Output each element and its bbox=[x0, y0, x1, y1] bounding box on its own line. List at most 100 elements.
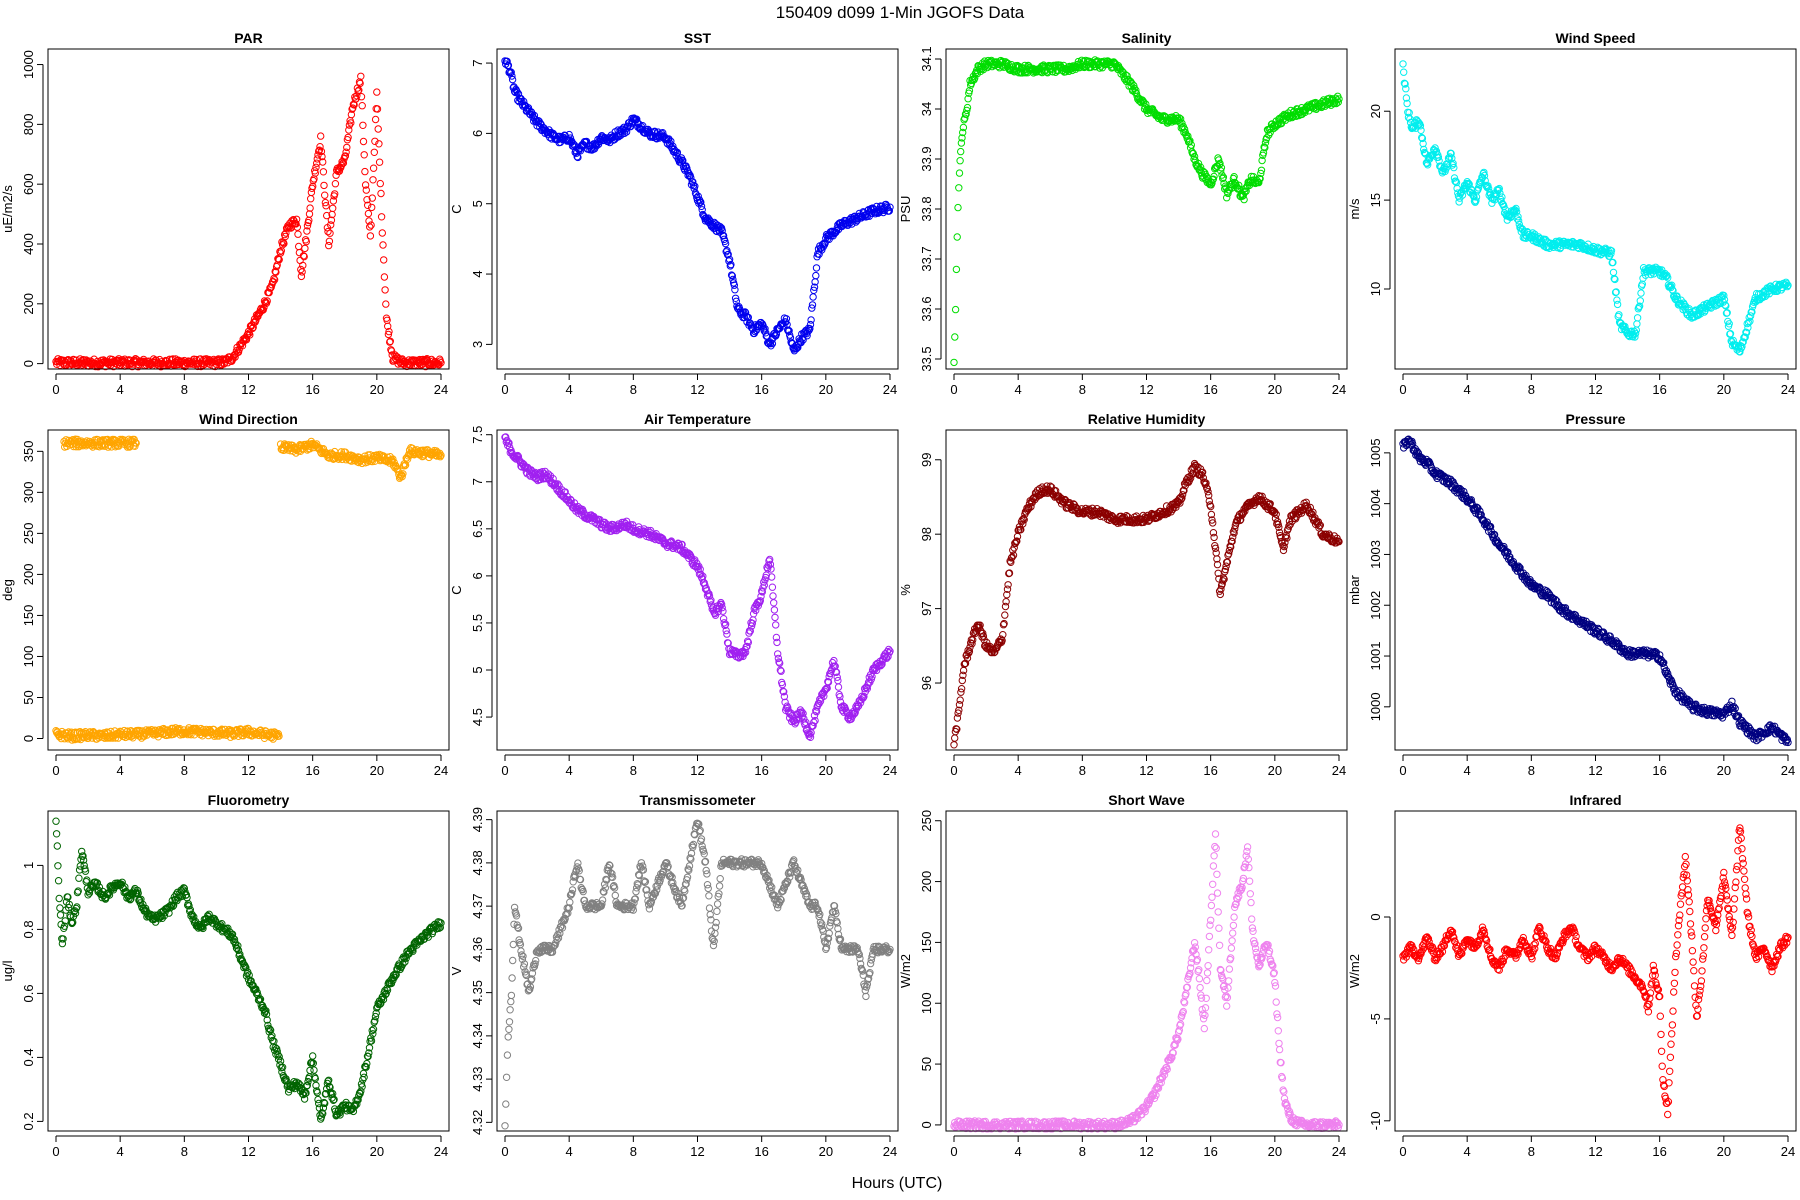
data-point bbox=[344, 133, 352, 142]
data-point bbox=[1722, 302, 1730, 310]
data-point bbox=[1611, 275, 1619, 284]
data-point bbox=[806, 325, 814, 333]
data-point bbox=[1723, 309, 1731, 317]
x-tick-label: 24 bbox=[1781, 763, 1795, 778]
x-tick-label: 24 bbox=[434, 763, 448, 778]
data-point bbox=[1235, 181, 1243, 190]
data-point bbox=[728, 272, 736, 280]
y-tick-label: 7 bbox=[470, 478, 485, 485]
data-point bbox=[132, 439, 140, 447]
panel-title: SST bbox=[684, 30, 712, 46]
data-point bbox=[1416, 122, 1425, 130]
data-point bbox=[1190, 152, 1199, 161]
data-point bbox=[807, 316, 815, 324]
data-point bbox=[358, 102, 366, 110]
data-point bbox=[685, 172, 694, 180]
data-point bbox=[1186, 137, 1194, 145]
data-point bbox=[761, 325, 769, 333]
x-tick-label: 16 bbox=[1203, 763, 1217, 778]
data-point bbox=[437, 451, 445, 460]
data-point bbox=[1613, 300, 1622, 309]
data-point bbox=[1480, 171, 1489, 180]
x-tick-label: 0 bbox=[52, 763, 59, 778]
data-point bbox=[292, 220, 300, 228]
y-tick-label: 20 bbox=[1368, 104, 1383, 118]
data-point bbox=[1748, 308, 1756, 316]
data-point bbox=[364, 201, 372, 210]
data-point bbox=[299, 261, 307, 270]
data-point bbox=[375, 140, 383, 148]
x-tick-label: 12 bbox=[1588, 382, 1602, 397]
data-point bbox=[731, 286, 739, 294]
data-point bbox=[355, 86, 363, 94]
x-tick-label: 4 bbox=[117, 382, 124, 397]
data-point bbox=[1758, 293, 1766, 301]
data-point bbox=[293, 223, 301, 231]
data-point bbox=[513, 88, 521, 96]
data-point bbox=[376, 179, 384, 188]
x-tick-label: 0 bbox=[1399, 763, 1406, 778]
data-point bbox=[1401, 80, 1409, 88]
data-point bbox=[292, 215, 301, 224]
y-tick-label: 350 bbox=[21, 440, 36, 462]
y-tick-label: 33.5 bbox=[919, 346, 934, 371]
data-point bbox=[385, 327, 393, 336]
data-point bbox=[964, 95, 972, 103]
y-tick-label: 6 bbox=[470, 572, 485, 579]
x-tick-label: 20 bbox=[370, 763, 384, 778]
data-point bbox=[1476, 178, 1484, 186]
data-point bbox=[784, 327, 793, 335]
data-point bbox=[1668, 281, 1676, 289]
x-tick-label: 4 bbox=[1015, 763, 1022, 778]
data-point bbox=[349, 104, 357, 112]
x-axis: 0 4 8 12 16 20 24 bbox=[950, 373, 1346, 397]
data-point bbox=[331, 190, 339, 198]
data-point bbox=[359, 121, 367, 130]
y-tick-label: 800 bbox=[21, 114, 36, 136]
data-point bbox=[1283, 112, 1292, 120]
y-tick-label: 400 bbox=[21, 233, 36, 255]
data-point bbox=[437, 359, 445, 367]
data-point bbox=[275, 732, 283, 740]
x-tick-label: 24 bbox=[1332, 763, 1346, 778]
data-point bbox=[325, 237, 334, 246]
data-point bbox=[1209, 176, 1217, 184]
data-point bbox=[1219, 174, 1227, 183]
x-tick-label: 24 bbox=[1781, 382, 1795, 397]
data-point bbox=[1257, 166, 1266, 175]
data-point bbox=[357, 93, 366, 101]
data-point bbox=[342, 148, 350, 156]
data-point bbox=[320, 181, 328, 190]
data-point bbox=[1420, 148, 1429, 157]
y-tick-label: 7.5 bbox=[470, 426, 485, 444]
data-point bbox=[242, 335, 250, 343]
data-point bbox=[1784, 281, 1792, 290]
data-point bbox=[957, 147, 965, 156]
data-point bbox=[1742, 328, 1751, 337]
data-point bbox=[697, 202, 706, 211]
x-tick-label: 16 bbox=[1203, 382, 1217, 397]
data-point bbox=[329, 197, 338, 205]
data-point bbox=[1449, 159, 1457, 168]
data-point bbox=[1613, 296, 1621, 304]
data-point bbox=[343, 143, 351, 152]
data-point bbox=[810, 283, 819, 291]
data-point bbox=[1738, 343, 1746, 351]
data-point bbox=[378, 229, 386, 237]
data-point bbox=[1208, 179, 1216, 187]
panel-title: Relative Humidity bbox=[1088, 411, 1206, 427]
data-point bbox=[324, 227, 332, 236]
data-point bbox=[370, 148, 378, 157]
data-point bbox=[361, 181, 370, 189]
data-point bbox=[808, 304, 816, 312]
data-point bbox=[1602, 245, 1610, 254]
y-tick-label: 33.7 bbox=[919, 246, 934, 271]
data-point bbox=[321, 198, 330, 207]
data-point bbox=[315, 146, 324, 154]
